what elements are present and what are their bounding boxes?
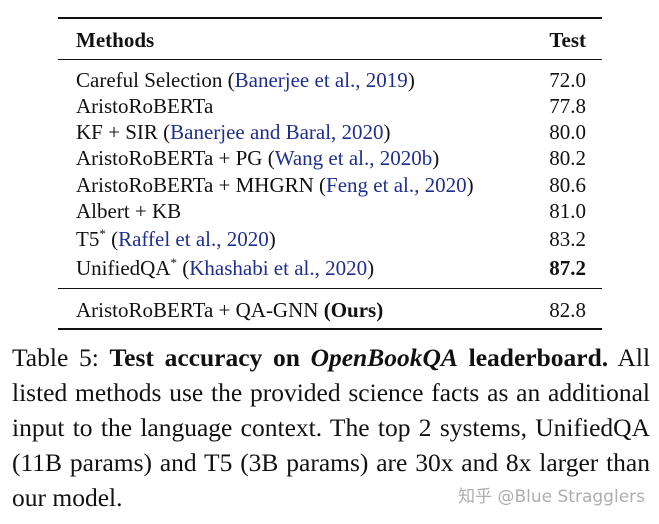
footnote-marker: * (170, 255, 177, 270)
test-cell: 72.0 (549, 68, 586, 92)
ours-tag: Ours (324, 298, 384, 322)
method: AristoRoBERTa + MHGRN (76, 173, 314, 197)
caption-text: All listed methods use the provided scie… (12, 343, 651, 512)
bottom-rule (58, 328, 602, 330)
footnote-marker: * (99, 226, 106, 241)
citation: Khashabi et al., 2020 (182, 256, 374, 280)
test-cell: 81.0 (549, 199, 586, 223)
title-em: OpenBookQA (310, 343, 458, 372)
method-cell: Albert + KB (76, 198, 181, 224)
test-cell: 83.2 (549, 227, 586, 251)
method-cell: AristoRoBERTa + MHGRN Feng et al., 2020 (76, 172, 474, 198)
method: T5 (76, 227, 100, 251)
method: AristoRoBERTa + QA-GNN (76, 298, 319, 322)
method: UnifiedQA (76, 256, 171, 280)
test-cell: 80.2 (549, 146, 586, 170)
method: AristoRoBERTa + PG (76, 146, 263, 170)
table-row: T5* Raffel et al., 2020 83.2 (76, 226, 586, 252)
title: Test accuracy on (109, 343, 300, 372)
table-row: Careful Selection Banerjee et al., 2019 7… (76, 67, 586, 93)
test-cell: 77.8 (549, 94, 586, 118)
method: Careful Selection (76, 68, 223, 92)
test-cell: 80.0 (549, 120, 586, 144)
method-cell: AristoRoBERTa + PG Wang et al., 2020b (76, 145, 439, 171)
method-cell: T5* Raffel et al., 2020 (76, 226, 276, 252)
citation: Banerjee and Baral, 2020 (163, 120, 390, 144)
method-cell: Careful Selection Banerjee et al., 2019 (76, 67, 415, 93)
top-rule (58, 17, 602, 19)
test-cell: 82.8 (549, 298, 586, 322)
table-row: AristoRoBERTa + MHGRN Feng et al., 2020 8… (76, 172, 586, 198)
table-row: AristoRoBERTa 77.8 (76, 93, 586, 119)
table-row: Albert + KB 81.0 (76, 198, 586, 224)
table-row: AristoRoBERTa + PG Wang et al., 2020b 80.… (76, 145, 586, 171)
table-row: KF + SIR Banerjee and Baral, 2020 80.0 (76, 119, 586, 145)
method: Albert + KB (76, 199, 182, 223)
citation: Wang et al., 2020b (268, 146, 440, 170)
header-cell: Test (549, 28, 586, 52)
header-cell: Methods (76, 28, 155, 52)
method: KF + SIR (76, 120, 158, 144)
citation: Raffel et al., 2020 (111, 227, 276, 251)
citation: Feng et al., 2020 (319, 173, 474, 197)
test-cell: 87.2 (549, 256, 586, 280)
method-cell: AristoRoBERTa + QA-GNN Ours (76, 297, 383, 323)
citation: Banerjee et al., 2019 (228, 68, 415, 92)
mid-rule (58, 288, 602, 289)
header-row: Methods Test (76, 27, 586, 53)
caption-label: Table 5: (12, 343, 99, 372)
method-cell: AristoRoBERTa (76, 93, 213, 119)
caption-title: Test accuracy on OpenBookQA leaderboard. (109, 343, 608, 372)
mid-rule (58, 59, 602, 60)
title-end: leaderboard. (468, 343, 609, 372)
method: AristoRoBERTa (76, 94, 214, 118)
table-row: UnifiedQA* Khashabi et al., 2020 87.2 (76, 255, 586, 281)
ours-row: AristoRoBERTa + QA-GNN Ours 82.8 (76, 297, 586, 323)
method-cell: KF + SIR Banerjee and Baral, 2020 (76, 119, 391, 145)
method-cell: UnifiedQA* Khashabi et al., 2020 (76, 255, 374, 281)
watermark: 知乎 @Blue Stragglers (458, 487, 645, 507)
test-cell: 80.6 (549, 173, 586, 197)
caption: Table 5: Test accuracy on OpenBookQA lea… (12, 340, 650, 515)
